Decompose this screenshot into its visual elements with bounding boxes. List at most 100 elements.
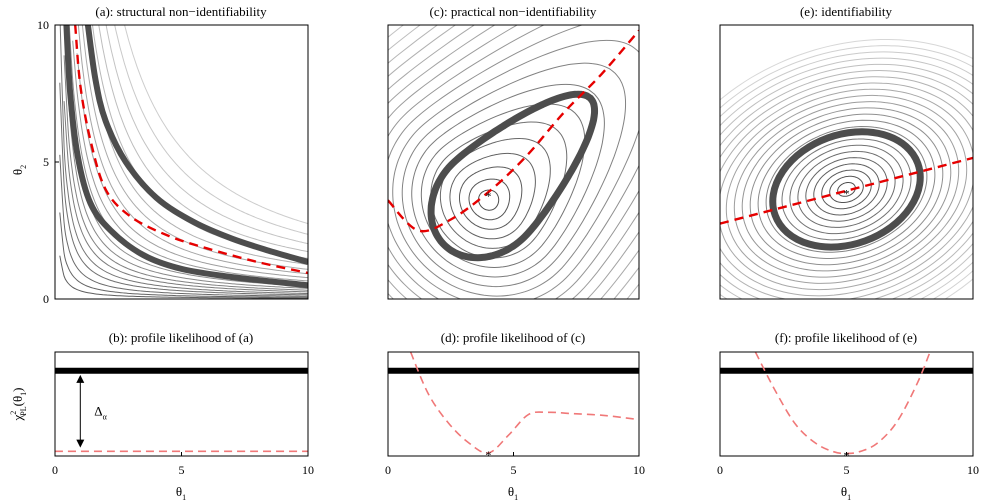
panel-e-contour-line (813, 163, 880, 216)
panel-c-contour-line (439, 137, 551, 249)
panel-f-profile-line (754, 352, 931, 455)
panel-e-contour-line (720, 57, 973, 299)
panel-d-title: (d): profile likelihood of (c) (441, 330, 585, 345)
panel-a-y-axis-label: θ2 (10, 165, 28, 175)
panel-e-profile-path (720, 156, 973, 225)
panel-b-x-tick-label: 0 (52, 463, 58, 477)
panel-e-contour: (e): identifiability * (719, 4, 974, 300)
panel-a-contour-line (59, 82, 308, 296)
panel-d-x-tick-label: 5 (511, 463, 517, 477)
panel-e-contour-line (741, 107, 952, 272)
panel-e-threshold-contour (769, 128, 924, 251)
panel-b-x-ticks: 0 5 10 (52, 452, 314, 477)
panel-e-contour-line (720, 63, 973, 299)
panel-b-x-tick-label: 5 (179, 463, 185, 477)
panel-a-y-tick-label: 5 (43, 155, 49, 169)
panel-e-optimum-marker: * (844, 186, 850, 200)
panel-a-contour-line (114, 25, 308, 235)
panel-a-contour-line (64, 25, 308, 289)
panel-d-frame (387, 351, 640, 457)
panel-e-contour-line (720, 38, 973, 299)
panel-f-x-tick-label: 5 (844, 463, 850, 477)
panel-e-contour-line (720, 51, 973, 299)
panel-c-frame (387, 24, 640, 300)
panel-c-profile-path (388, 29, 639, 233)
panel-c-contour-line (468, 178, 511, 221)
panel-f-frame (719, 351, 974, 457)
panel-a-title: (a): structural non−identifiability (95, 4, 267, 19)
panel-a-contour-line (59, 154, 308, 297)
panel-a-y-tick-label: 0 (43, 292, 49, 306)
panel-d-x-tick-label: 0 (385, 463, 391, 477)
panel-a-contour-line (63, 55, 308, 291)
panel-a-contour-line (86, 25, 308, 265)
panel-c-contour-line (478, 189, 500, 211)
panel-c-contour-line (458, 166, 523, 230)
panel-e-contour-line (797, 150, 896, 228)
panel-a-contour-line (63, 101, 308, 293)
panel-c-contour: (c): practical non−identifiability * (278, 0, 988, 411)
panel-e-title: (e): identifiability (800, 4, 893, 19)
panel-c-contour-line (449, 152, 536, 240)
panel-c-contour-line (392, 39, 639, 297)
panel-a-contour-line (59, 255, 308, 299)
panel-a-contour-line (98, 25, 308, 253)
panel-a-contour-line (77, 25, 308, 275)
panel-e-contour-line (781, 138, 912, 241)
panel-e-contour-line (725, 94, 968, 284)
panel-a-contour-line (72, 40, 308, 282)
panel-e-contour-line (757, 119, 936, 260)
panel-a-contour-line (124, 25, 308, 225)
panel-a-contour-line (59, 25, 308, 294)
panel-e-contour-line (720, 70, 973, 299)
panel-a-y-tick-label: 10 (37, 18, 49, 32)
panel-e-contour-line (720, 82, 973, 297)
panel-d-x-axis-label: θ1 (508, 484, 518, 502)
panel-b-profile: (b): profile likelihood of (a) Δα 0 5 10 θ… (9, 330, 314, 502)
panel-a-contour-line (59, 212, 308, 298)
panel-e-frame (719, 24, 974, 300)
panel-b-y-axis-label: χ2PL(θ1) (9, 387, 28, 421)
panel-e-contour-line (720, 45, 973, 299)
panel-a-threshold-contour-outer (84, 25, 308, 265)
panel-a-profile-path (74, 25, 308, 275)
panel-c-contour-line (388, 25, 639, 299)
panel-e-contour-line (829, 175, 864, 203)
panel-c-contour-line (401, 62, 627, 288)
panel-e-contour-line (749, 113, 944, 266)
panel-b-x-axis-label: θ1 (176, 484, 186, 502)
panel-f-x-axis-label: θ1 (841, 484, 851, 502)
panel-c-contour-line (430, 121, 568, 259)
panel-c-title: (c): practical non−identifiability (430, 4, 597, 19)
panel-c-threshold-contour (427, 90, 599, 262)
panel-e-contour-line (733, 101, 960, 278)
panel-a-contour: (a): structural non−identifiability 0 5 10… (10, 4, 309, 306)
panel-d-profile: (d): profile likelihood of (c) * 0 5 10 θ1 (385, 330, 645, 502)
panel-e-contour-line (720, 88, 973, 291)
panel-f-title: (f): profile likelihood of (e) (775, 330, 917, 345)
panel-a-threshold-contour-inner (63, 25, 308, 289)
panel-a-contour-line (105, 25, 308, 245)
panel-a-contour-line (91, 25, 308, 259)
panel-b-delta-arrow-head-top (76, 374, 85, 383)
panel-d-x-tick-label: 10 (633, 463, 645, 477)
panel-a-y-ticks: 0 5 10 (37, 18, 59, 306)
panel-e-contour-lines (720, 38, 973, 299)
panel-b-delta-label: Δα (94, 403, 107, 421)
panel-c-contour-line (278, 0, 988, 411)
panel-b-delta-arrow-head-bottom (76, 439, 85, 448)
panel-e-contour-line (720, 76, 973, 299)
panel-d-x-ticks: 0 5 10 (385, 452, 645, 477)
panel-f-x-ticks: 0 5 10 (717, 452, 979, 477)
panel-c-contour-line (388, 25, 639, 299)
panel-e-contour-line (765, 125, 928, 253)
panel-c-contour-line (388, 25, 639, 299)
panel-b-x-tick-label: 10 (302, 463, 314, 477)
panel-e-contour-line (789, 144, 904, 235)
panel-c-contour-line (411, 83, 605, 278)
panel-c-optimum-marker: * (485, 189, 491, 203)
panel-c-contour-line (388, 25, 639, 299)
panel-f-x-tick-label: 10 (967, 463, 979, 477)
